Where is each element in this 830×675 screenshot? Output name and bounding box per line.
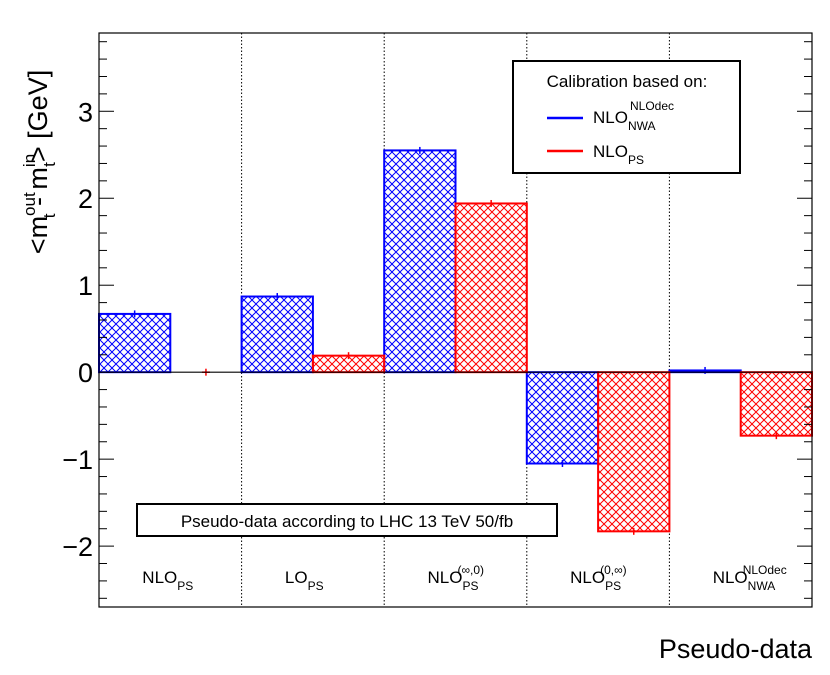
annotation-box <box>136 503 558 537</box>
y-tick-label: −2 <box>62 532 93 562</box>
category-label: NLOPS <box>142 568 193 593</box>
legend-label-red: NLOPS <box>593 142 644 167</box>
y-tick-label: −1 <box>62 445 93 475</box>
bar <box>597 371 671 533</box>
svg-text:NLONWA: NLONWA <box>713 568 776 593</box>
y-tick-label: 1 <box>78 271 93 301</box>
svg-text:LOPS: LOPS <box>285 568 324 593</box>
annotation: Pseudo-data according to LHC 13 TeV 50/f… <box>136 503 558 537</box>
category-label: NLOPS(∞,0) <box>428 563 485 593</box>
svg-text:NLOdec: NLOdec <box>743 563 787 577</box>
category-label: LOPS <box>285 568 324 593</box>
bar <box>739 371 814 437</box>
category-labels: NLOPS LOPS NLOPS(∞,0) NLOPS(0,∞) NLONWANLOde… <box>142 563 786 593</box>
svg-text:NLOPS: NLOPS <box>428 568 479 593</box>
bar <box>98 312 172 374</box>
error-bars <box>130 146 781 535</box>
bar <box>525 371 600 465</box>
legend-label-blue: NLONWA <box>593 108 656 133</box>
bar <box>383 149 457 374</box>
y-tick-label: 2 <box>78 184 93 214</box>
svg-text:(0,∞): (0,∞) <box>600 563 627 577</box>
svg-text:(∞,0): (∞,0) <box>458 563 485 577</box>
legend-label-blue-sup: NLOdec <box>630 99 674 113</box>
bar <box>454 202 528 374</box>
bars <box>98 149 814 533</box>
svg-text:NLOPS: NLOPS <box>570 568 621 593</box>
bar <box>240 295 314 374</box>
category-label: NLOPS(0,∞) <box>570 563 627 593</box>
legend-title: Calibration based on: <box>547 72 708 91</box>
y-tick-label: 3 <box>78 97 93 127</box>
annotation-text: Pseudo-data according to LHC 13 TeV 50/f… <box>181 512 513 531</box>
y-axis-title: <moutt - mint> [GeV] <box>20 70 59 254</box>
svg-text:NLOPS: NLOPS <box>142 568 193 593</box>
y-tick-label: 0 <box>78 358 93 388</box>
y-axis: −2 −1 0 1 2 3 <box>62 41 812 599</box>
x-axis-title: Pseudo-data <box>659 634 813 664</box>
legend: Calibration based on: NLONWA NLOdec NLOP… <box>512 60 741 174</box>
